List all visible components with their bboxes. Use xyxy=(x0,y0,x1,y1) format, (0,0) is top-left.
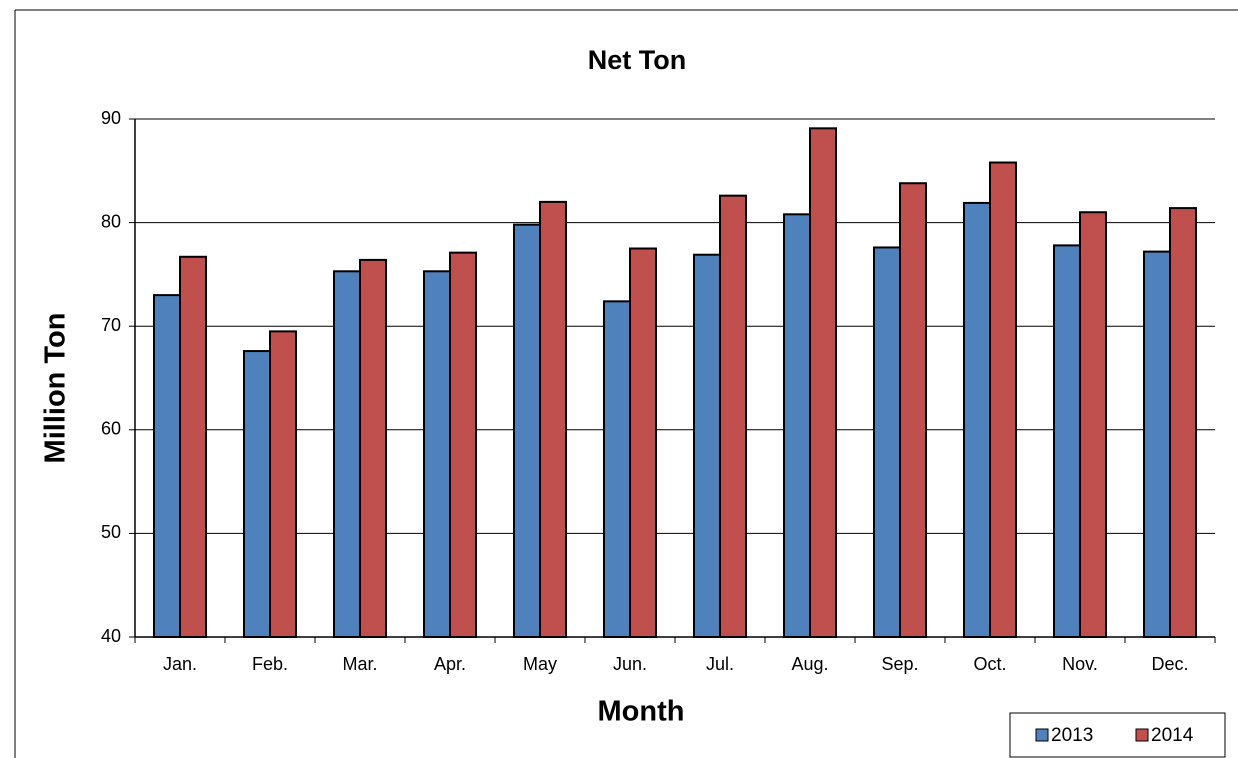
chart-title: Net Ton xyxy=(588,45,686,75)
bar xyxy=(513,223,541,638)
bar xyxy=(809,127,837,638)
bar xyxy=(963,201,991,639)
bar xyxy=(539,200,567,638)
y-tick-label: 70 xyxy=(101,315,121,335)
x-tick-label: Jun. xyxy=(613,654,647,674)
x-tick-label: May xyxy=(523,654,557,674)
bar xyxy=(449,251,477,638)
bar xyxy=(243,350,271,638)
legend-swatch xyxy=(1135,728,1149,742)
y-tick-label: 60 xyxy=(101,419,121,439)
legend-label: 2013 xyxy=(1051,725,1093,746)
bar xyxy=(1169,207,1197,638)
x-tick-label: Dec. xyxy=(1151,654,1188,674)
y-tick-label: 50 xyxy=(101,522,121,542)
bar xyxy=(899,182,927,638)
bar xyxy=(1143,250,1171,638)
legend-swatch xyxy=(1035,728,1049,742)
bar xyxy=(1053,244,1081,638)
bar xyxy=(153,294,181,638)
bar xyxy=(423,270,451,638)
bar xyxy=(783,213,811,638)
bar xyxy=(629,247,657,638)
y-tick-label: 90 xyxy=(101,108,121,128)
bar xyxy=(873,246,901,639)
x-tick-label: Jan. xyxy=(163,654,197,674)
bar xyxy=(719,194,747,638)
x-axis-label: Month xyxy=(598,696,685,728)
x-tick-label: Apr. xyxy=(434,654,466,674)
x-tick-label: Mar. xyxy=(342,654,377,674)
y-tick-label: 80 xyxy=(101,211,121,231)
y-axis-label: Million Ton xyxy=(40,313,72,464)
x-tick-label: Jul. xyxy=(706,654,734,674)
bar xyxy=(693,253,721,638)
bar xyxy=(359,258,387,638)
x-tick-label: Nov. xyxy=(1062,654,1098,674)
bar xyxy=(333,270,361,638)
bar xyxy=(603,300,631,638)
y-tick-label: 40 xyxy=(101,626,121,646)
bar xyxy=(989,161,1017,638)
x-tick-label: Aug. xyxy=(791,654,828,674)
legend-label: 2014 xyxy=(1151,725,1194,746)
bar xyxy=(179,255,207,638)
x-tick-label: Feb. xyxy=(252,654,288,674)
bar xyxy=(1079,211,1107,639)
x-tick-label: Oct. xyxy=(973,654,1006,674)
x-tick-label: Sep. xyxy=(881,654,918,674)
bar xyxy=(269,330,297,638)
